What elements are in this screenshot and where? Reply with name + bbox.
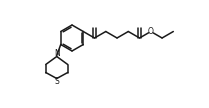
Text: N: N bbox=[54, 49, 60, 59]
Text: O: O bbox=[148, 27, 154, 36]
Text: S: S bbox=[54, 77, 59, 86]
